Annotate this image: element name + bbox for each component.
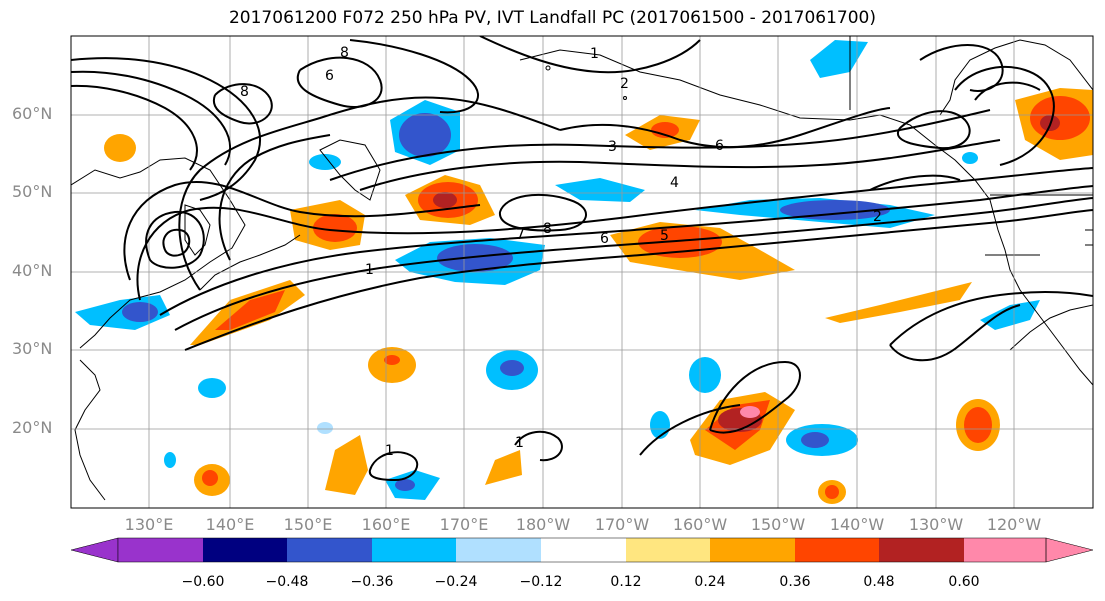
colorbar-tick-label: 0.60 [948, 574, 980, 590]
map-plot-area: 1 1 1 1 2 2 3 4 5 6 6 6 7 8 8 8 [71, 36, 1093, 508]
contour-label: 6 [715, 138, 724, 154]
lon-label: 160°W [672, 515, 728, 534]
contour-label: 8 [240, 84, 249, 100]
map-title: 2017061200 F072 250 hPa PV, IVT Landfall… [228, 8, 876, 28]
contour-label: 1 [385, 443, 394, 459]
colorbar-segment [456, 538, 541, 562]
colorbar-tick-label: 0.24 [694, 574, 726, 590]
negative-anomaly-shading [75, 40, 1040, 500]
pv-contours [71, 36, 1093, 482]
colorbar-tick-label: 0.48 [863, 574, 895, 590]
lat-label: 20°N [12, 418, 53, 437]
lon-label: 130°W [908, 515, 964, 534]
colorbar-tick-label: 0.36 [779, 574, 811, 590]
colorbar [70, 537, 1094, 563]
colorbar-tick-label: −0.48 [265, 574, 309, 590]
contour-label: 1 [365, 262, 374, 278]
contour-label: 2 [620, 76, 629, 92]
lon-label: 150°W [750, 515, 806, 534]
contour-label: 6 [600, 231, 609, 247]
colorbar-tick-label: −0.60 [181, 574, 225, 590]
colorbar-tick-label: −0.12 [519, 574, 563, 590]
contour-label-group: 1 1 1 1 2 2 3 4 5 6 6 6 7 8 8 8 [240, 45, 882, 459]
lat-label: 60°N [12, 104, 53, 123]
colorbar-segment [710, 538, 795, 562]
contour-label: 6 [325, 68, 334, 84]
colorbar-tick-label: 0.12 [610, 574, 642, 590]
contour-label: 8 [340, 45, 349, 61]
colorbar-segment [795, 538, 879, 562]
colorbar-segment [964, 538, 1046, 562]
lon-label: 140°E [205, 515, 255, 534]
lon-label: 140°W [829, 515, 885, 534]
lat-label: 40°N [12, 261, 53, 280]
colorbar-tick-label: −0.36 [350, 574, 394, 590]
colorbar-extend-min [70, 537, 119, 563]
colorbar-segment [879, 538, 964, 562]
lon-label: 120°W [986, 515, 1042, 534]
lat-label: 30°N [12, 339, 53, 358]
map-frame [70, 35, 1094, 509]
colorbar-extend-max [1045, 537, 1094, 563]
lat-label: 50°N [12, 182, 53, 201]
colorbar-segment [626, 538, 710, 562]
colorbar-segment [541, 538, 626, 562]
gridlines [71, 36, 1093, 508]
contour-label: 4 [670, 175, 679, 191]
contour-label: 7 [516, 227, 525, 243]
lon-label: 130°E [124, 515, 174, 534]
contour-label: 1 [590, 46, 599, 62]
lon-label: 180°W [515, 515, 571, 534]
colorbar-segment [118, 538, 203, 562]
colorbar-segment [287, 538, 372, 562]
lon-label: 150°E [283, 515, 333, 534]
lon-label: 170°E [439, 515, 489, 534]
lon-label: 170°W [594, 515, 650, 534]
coastlines [71, 36, 1093, 501]
contour-label: 2 [873, 209, 882, 225]
contour-label: 8 [543, 221, 552, 237]
colorbar-segment [372, 538, 456, 562]
contour-label: 5 [660, 228, 669, 244]
contour-label: 3 [608, 139, 617, 155]
colorbar-tick-label: −0.24 [434, 574, 478, 590]
lon-label: 160°E [361, 515, 411, 534]
colorbar-segment [203, 538, 287, 562]
contour-label: 1 [515, 435, 524, 451]
